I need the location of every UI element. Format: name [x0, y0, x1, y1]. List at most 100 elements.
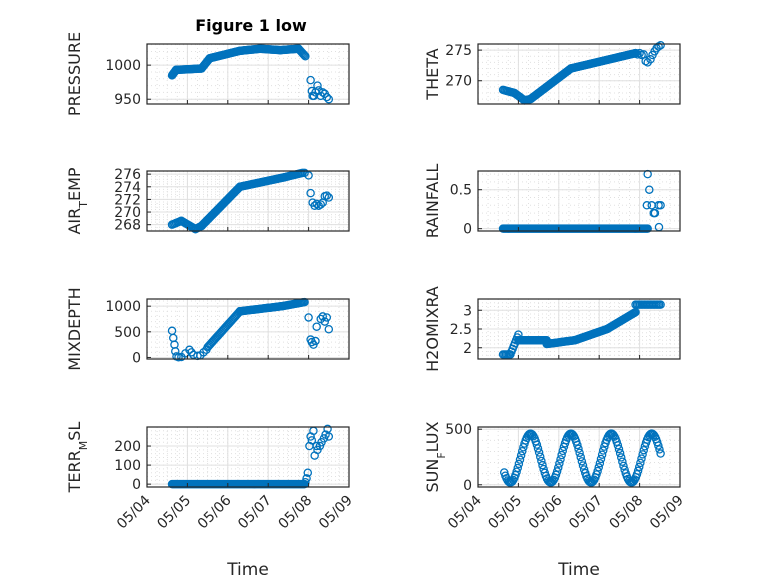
data-point [656, 201, 665, 210]
data-point [324, 325, 334, 334]
x-tick-label: 05/04 [445, 492, 485, 532]
subplot-pressure: 950 1000 PRESSURE [65, 32, 350, 116]
data-point [322, 191, 332, 200]
data-point [306, 188, 315, 198]
data-point [636, 458, 645, 468]
data-point [614, 444, 624, 454]
data-point [313, 81, 322, 90]
axes-box [146, 298, 350, 360]
x-axis-label: Time [226, 560, 269, 580]
data-point [322, 92, 332, 102]
y-tick-label: 1000 [105, 299, 141, 315]
data-point [638, 450, 647, 459]
y-axis-label: H2OMIXRA [423, 286, 442, 372]
data-point [324, 94, 334, 104]
data-point [534, 448, 544, 457]
data-point [555, 459, 564, 468]
data-point [629, 477, 638, 486]
data-point [596, 454, 606, 464]
subplot-terrmsl: 0 100 200 TERRMSL 05/04 05/05 05/06 05/07 05/08 0… [65, 422, 356, 580]
data-point [594, 463, 603, 472]
data-point [185, 345, 194, 355]
data-point [576, 452, 585, 462]
x-tick-label: 05/08 [607, 493, 647, 533]
data-point [304, 313, 313, 322]
data-point [615, 448, 625, 458]
y-tick-label: 3 [463, 303, 472, 319]
data-point [315, 441, 325, 451]
data-point [310, 201, 319, 210]
x-tick-label: 05/06 [195, 492, 235, 532]
y-tick-label: 200 [114, 439, 141, 455]
y-tick-label: 0 [463, 222, 472, 238]
y-tick-label: 950 [114, 92, 141, 108]
data-point [533, 444, 543, 453]
y-tick-label: 2.5 [450, 322, 472, 338]
x-tick-label: 05/06 [526, 492, 566, 532]
data-point [574, 444, 583, 454]
data-point [174, 352, 183, 362]
data-point [652, 437, 662, 447]
axes-box [146, 426, 350, 488]
data-point [635, 48, 644, 58]
data-point [557, 450, 566, 460]
y-tick-label: 275 [445, 43, 472, 59]
data-point [536, 452, 545, 461]
data-point [552, 467, 562, 476]
data-point [302, 474, 311, 483]
y-tick-label: 274 [114, 180, 141, 196]
data-point [654, 222, 664, 232]
axes-box [477, 170, 681, 232]
data-point [616, 453, 626, 462]
y-axis-label: AIRTEMP [65, 167, 90, 234]
data-point [575, 448, 584, 458]
data-point [518, 446, 527, 456]
data-point [512, 467, 521, 476]
y-axis-label: RAINFALL [423, 164, 442, 239]
y-tick-label: 0.5 [450, 183, 472, 199]
data-point [645, 185, 654, 194]
data-point [324, 432, 334, 441]
y-tick-label: 0 [132, 350, 141, 366]
data-point [577, 457, 587, 466]
y-axis-label: MIXDEPTH [65, 287, 84, 370]
data-point [304, 171, 313, 180]
x-tick-label: 05/07 [566, 493, 606, 533]
data-point [639, 445, 648, 455]
data-point [187, 348, 196, 357]
data-point [515, 455, 525, 464]
data-point [312, 199, 321, 209]
data-point [619, 461, 628, 471]
subplot-h2omixra: 2 2.5 3 H2OMIXRA [423, 286, 681, 372]
x-tick-label: 05/09 [647, 493, 687, 533]
axes-box [477, 426, 681, 488]
data-point [299, 49, 308, 59]
data-point [324, 193, 334, 202]
data-point [598, 446, 608, 455]
data-point [656, 449, 665, 458]
data-point [319, 434, 329, 443]
y-tick-label: 1000 [105, 58, 141, 74]
y-tick-label: 270 [114, 205, 141, 221]
data-point [633, 50, 642, 59]
y-tick-label: 500 [114, 325, 141, 341]
data-point [516, 451, 526, 460]
data-point [595, 458, 605, 468]
axes-box [146, 43, 350, 105]
data-point [311, 336, 320, 346]
data-point [322, 313, 332, 322]
data-point [655, 445, 664, 454]
x-tick-label: 05/07 [235, 493, 275, 533]
y-axis-label: TERRMSL [65, 422, 90, 494]
y-tick-label: 268 [114, 218, 141, 234]
axes-box [477, 298, 681, 360]
x-tick-label: 05/04 [114, 492, 154, 532]
data-point [320, 317, 330, 326]
data-point [641, 56, 650, 66]
y-axis-label: PRESSURE [65, 32, 84, 116]
x-tick-label: 05/09 [316, 493, 356, 533]
